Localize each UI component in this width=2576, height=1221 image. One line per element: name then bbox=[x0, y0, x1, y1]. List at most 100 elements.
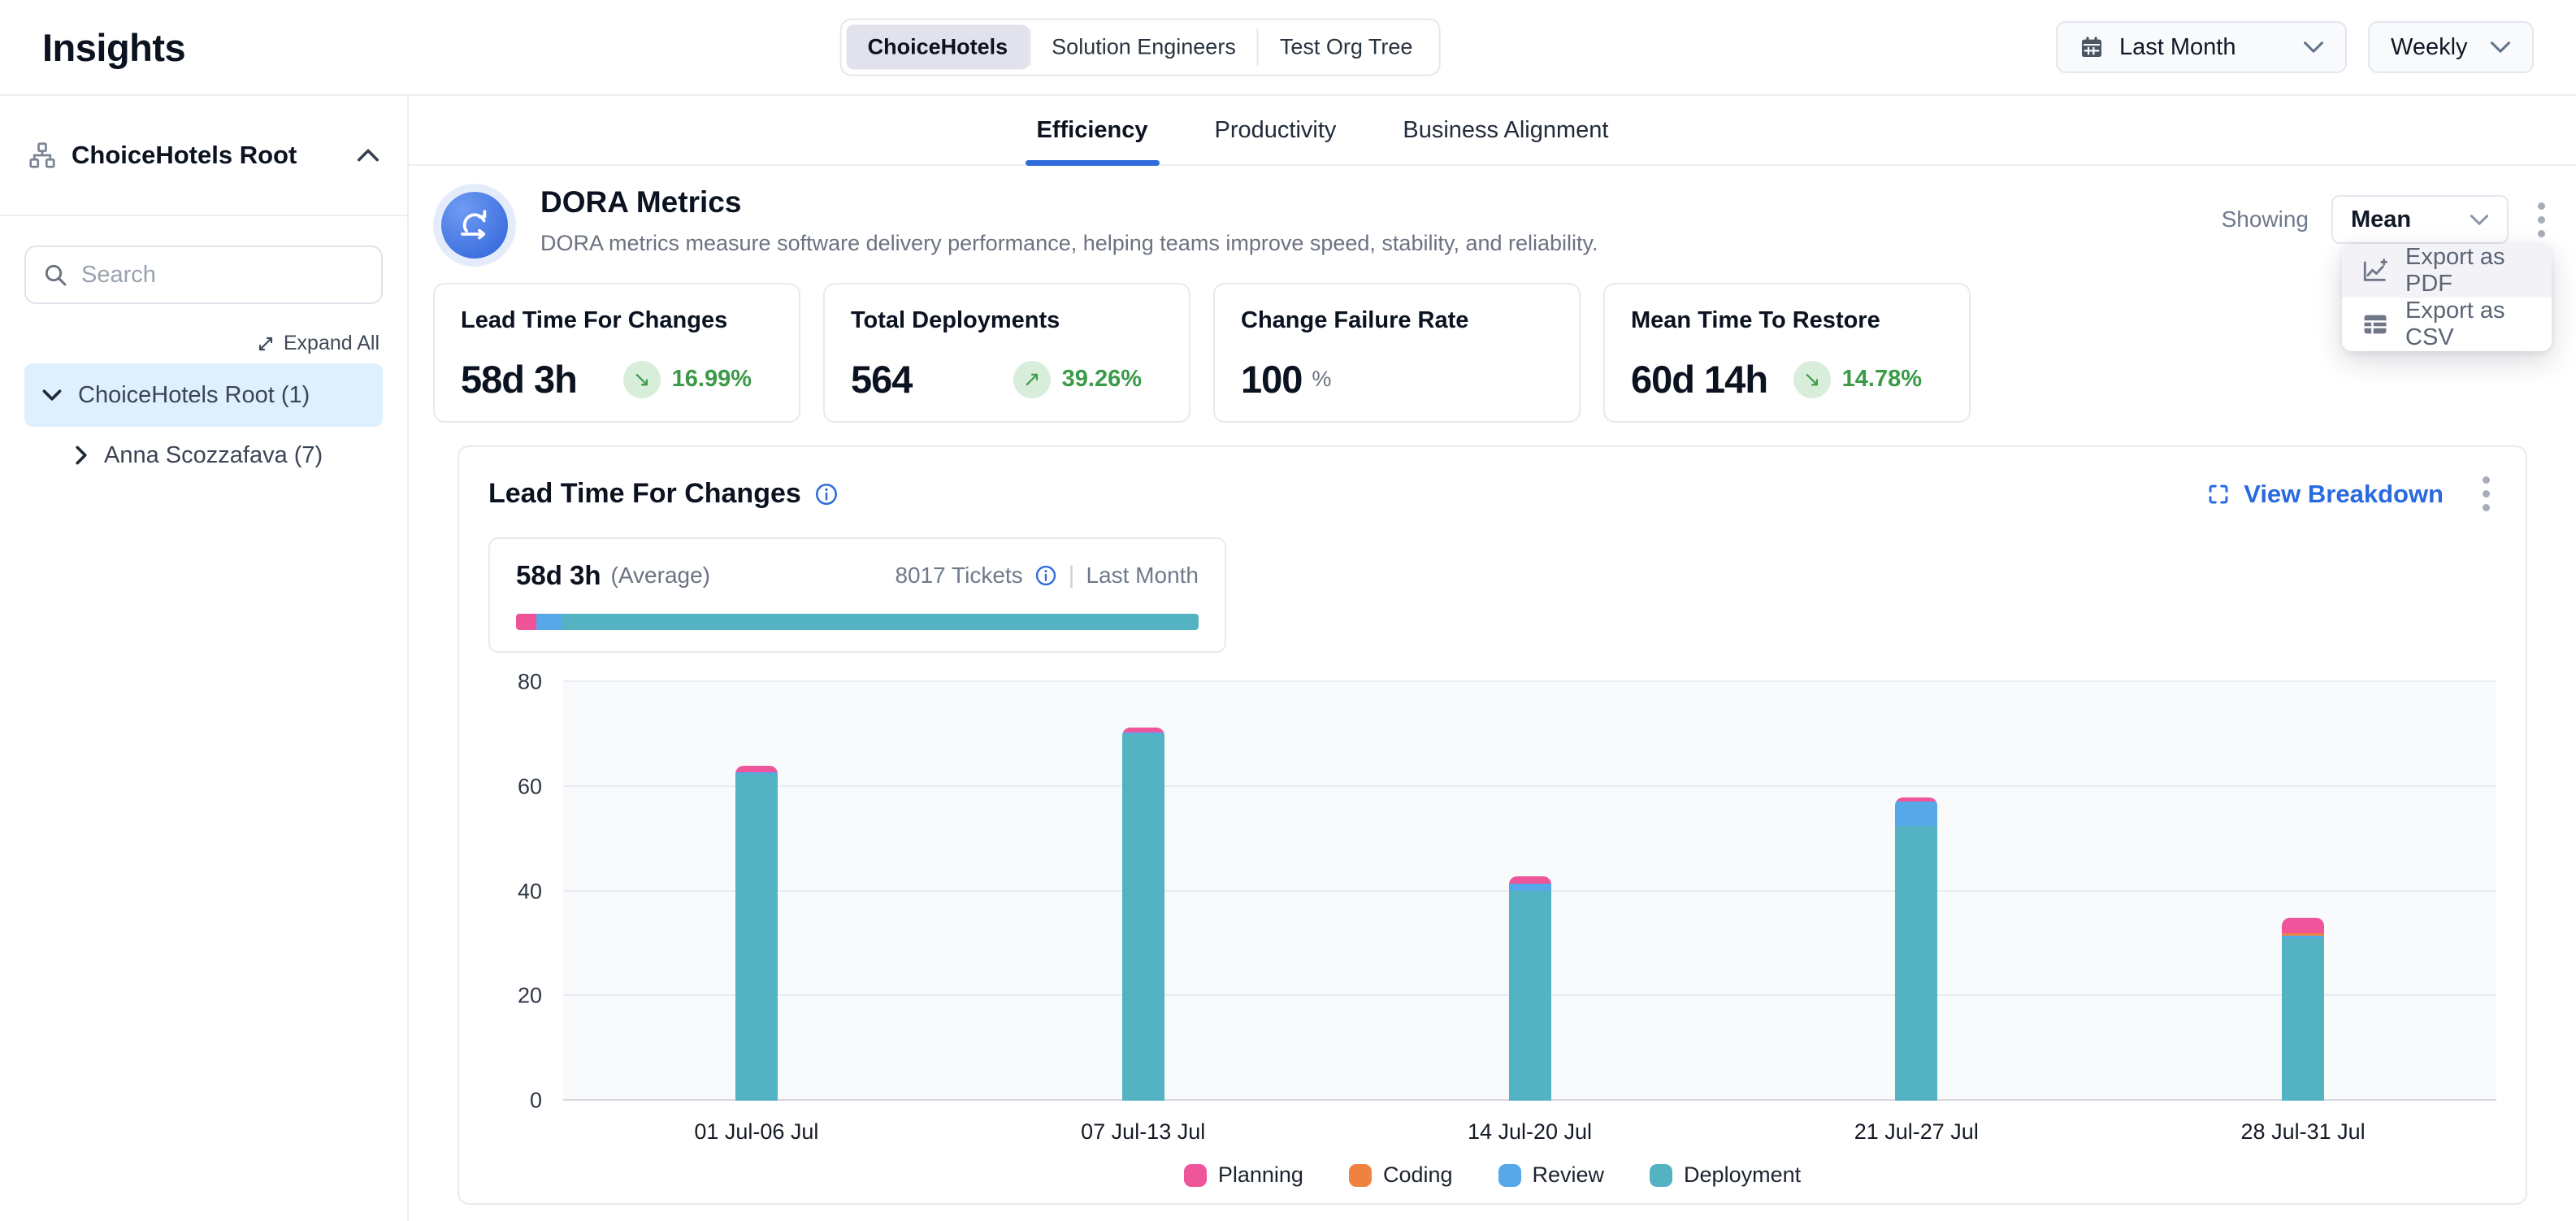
trend-badge: ↘ 16.99% bbox=[623, 361, 752, 398]
chart-header: Lead Time For Changes Vi bbox=[488, 470, 2496, 518]
legend-item-coding[interactable]: Coding bbox=[1349, 1162, 1453, 1188]
metric-cards: Lead Time For Changes 58d 3h ↘ 16.99% To… bbox=[433, 283, 2552, 423]
metric-value: 58d 3h bbox=[461, 357, 577, 402]
tab-business-alignment[interactable]: Business Alignment bbox=[1398, 96, 1613, 164]
chevron-down-icon bbox=[42, 389, 62, 402]
org-tab-test-org-tree[interactable]: Test Org Tree bbox=[1259, 25, 1434, 70]
top-bar: Insights ChoiceHotels Solution Engineers… bbox=[0, 0, 2576, 96]
trend-percent: 16.99% bbox=[672, 366, 752, 393]
bar-01-jul-06-jul[interactable] bbox=[735, 766, 778, 1101]
tree-item-anna-scozzafava[interactable]: Anna Scozzafava (7) bbox=[57, 427, 383, 484]
trend-badge: ↗ 39.26% bbox=[1013, 361, 1142, 398]
bar-segment-planning bbox=[735, 766, 778, 772]
chart-legend: Planning Coding Review Deployment bbox=[488, 1162, 2496, 1188]
bar-28-jul-31-jul[interactable] bbox=[2282, 918, 2324, 1101]
main-tabs: Efficiency Productivity Business Alignme… bbox=[409, 96, 2576, 166]
info-icon[interactable] bbox=[814, 482, 839, 506]
gridline bbox=[563, 680, 2496, 682]
org-tab-solution-engineers[interactable]: Solution Engineers bbox=[1030, 25, 1257, 70]
legend-swatch bbox=[1349, 1164, 1372, 1187]
chevron-down-icon bbox=[2490, 41, 2511, 54]
expand-all-icon bbox=[256, 334, 275, 354]
export-menu: Export as PDF Export as CSV bbox=[2342, 244, 2552, 351]
bar-segment-review bbox=[1895, 802, 1937, 826]
y-tick-label: 60 bbox=[518, 774, 542, 799]
metric-value: 564 bbox=[851, 357, 912, 402]
dora-description: DORA metrics measure software delivery p… bbox=[540, 231, 1598, 256]
legend-item-review[interactable]: Review bbox=[1498, 1162, 1605, 1188]
legend-label: Deployment bbox=[1684, 1162, 1801, 1188]
chart-y-axis: 020406080 bbox=[488, 682, 563, 1101]
metric-unit: % bbox=[1312, 367, 1331, 392]
metric-value: 60d 14h bbox=[1631, 357, 1767, 402]
metric-title: Total Deployments bbox=[851, 307, 1163, 334]
legend-swatch bbox=[1650, 1164, 1672, 1187]
x-axis-label: 14 Jul-20 Jul bbox=[1337, 1101, 1724, 1146]
trend-percent: 14.78% bbox=[1842, 366, 1922, 393]
view-breakdown-label: View Breakdown bbox=[2244, 480, 2444, 509]
date-range-dropdown[interactable]: Last Month bbox=[2056, 21, 2347, 73]
legend-item-planning[interactable]: Planning bbox=[1184, 1162, 1303, 1188]
metric-card-total-deployments[interactable]: Total Deployments 564 ↗ 39.26% bbox=[823, 283, 1190, 423]
export-pdf-menu-item[interactable]: Export as PDF bbox=[2342, 244, 2552, 298]
chart-area: 020406080 01 Jul-06 Jul07 Jul-13 Jul14 J… bbox=[488, 682, 2496, 1188]
tree-item-label: ChoiceHotels Root (1) bbox=[78, 382, 310, 409]
progress-segment-deployment bbox=[562, 614, 1199, 630]
tree-item-label: Anna Scozzafava (7) bbox=[104, 442, 323, 469]
org-switcher: ChoiceHotels Solution Engineers Test Org… bbox=[840, 19, 1441, 76]
search-input[interactable] bbox=[81, 262, 365, 289]
date-range-value: Last Month bbox=[2119, 34, 2236, 61]
tab-efficiency[interactable]: Efficiency bbox=[1032, 96, 1153, 164]
export-csv-menu-item[interactable]: Export as CSV bbox=[2342, 298, 2552, 351]
chart-x-labels: 01 Jul-06 Jul07 Jul-13 Jul14 Jul-20 Jul2… bbox=[563, 1101, 2496, 1146]
y-tick-label: 80 bbox=[518, 670, 542, 695]
tab-productivity[interactable]: Productivity bbox=[1210, 96, 1342, 164]
y-tick-label: 0 bbox=[530, 1088, 542, 1114]
bar-21-jul-27-jul[interactable] bbox=[1895, 797, 1937, 1101]
chart-kebab-menu-button[interactable] bbox=[2476, 470, 2496, 518]
progress-segment-planning bbox=[516, 614, 536, 630]
dora-title: DORA Metrics bbox=[540, 185, 1598, 219]
bar-segment-review bbox=[1509, 884, 1551, 892]
bar-segment-planning bbox=[1509, 876, 1551, 883]
bar-segment-deployment bbox=[2282, 938, 2324, 1101]
metric-card-mean-time-to-restore[interactable]: Mean Time To Restore 60d 14h ↘ 14.78% bbox=[1603, 283, 1971, 423]
calendar-icon bbox=[2079, 34, 2105, 60]
org-tab-choicehotels[interactable]: ChoiceHotels bbox=[847, 25, 1030, 70]
bar-14-jul-20-jul[interactable] bbox=[1509, 876, 1551, 1101]
legend-label: Review bbox=[1533, 1162, 1605, 1188]
bar-07-jul-13-jul[interactable] bbox=[1122, 728, 1164, 1101]
trend-down-icon: ↘ bbox=[623, 361, 661, 398]
top-controls: Last Month Weekly bbox=[2056, 21, 2534, 73]
trend-down-icon: ↘ bbox=[1793, 361, 1831, 398]
info-icon[interactable] bbox=[1034, 564, 1057, 587]
legend-swatch bbox=[1498, 1164, 1521, 1187]
expand-all-button[interactable]: Expand All bbox=[28, 332, 379, 355]
aggregation-dropdown[interactable]: Mean bbox=[2331, 195, 2509, 244]
org-tree: ChoiceHotels Root (1) Anna Scozzafava (7… bbox=[24, 363, 383, 484]
view-breakdown-button[interactable]: View Breakdown bbox=[2206, 480, 2444, 509]
legend-label: Planning bbox=[1218, 1162, 1303, 1188]
x-axis-label: 01 Jul-06 Jul bbox=[563, 1101, 950, 1146]
lead-time-progress bbox=[516, 614, 1199, 630]
aggregation-value: Mean bbox=[2351, 206, 2411, 233]
metric-value: 100 bbox=[1241, 357, 1302, 402]
collapse-sidebar-icon[interactable] bbox=[357, 148, 379, 163]
legend-item-deployment[interactable]: Deployment bbox=[1650, 1162, 1801, 1188]
tickets-info: 8017 Tickets | Last Month bbox=[895, 562, 1199, 589]
bar-segment-deployment bbox=[1122, 734, 1164, 1101]
export-pdf-label: Export as PDF bbox=[2405, 244, 2532, 298]
metric-card-lead-time[interactable]: Lead Time For Changes 58d 3h ↘ 16.99% bbox=[433, 283, 800, 423]
tree-item-root[interactable]: ChoiceHotels Root (1) bbox=[24, 363, 383, 427]
granularity-dropdown[interactable]: Weekly bbox=[2368, 21, 2534, 73]
x-axis-label: 07 Jul-13 Jul bbox=[950, 1101, 1337, 1146]
divider: | bbox=[1069, 562, 1075, 589]
dora-section: DORA Metrics DORA metrics measure softwa… bbox=[409, 166, 2576, 1205]
chevron-right-icon bbox=[75, 445, 88, 465]
dora-kebab-menu-button[interactable] bbox=[2531, 196, 2552, 244]
sidebar: ChoiceHotels Root Expand All bbox=[0, 96, 409, 1221]
chart-plot bbox=[563, 682, 2496, 1101]
chevron-down-icon bbox=[2303, 41, 2324, 54]
metric-card-change-failure-rate[interactable]: Change Failure Rate 100 % bbox=[1213, 283, 1581, 423]
chart-title: Lead Time For Changes bbox=[488, 478, 801, 510]
